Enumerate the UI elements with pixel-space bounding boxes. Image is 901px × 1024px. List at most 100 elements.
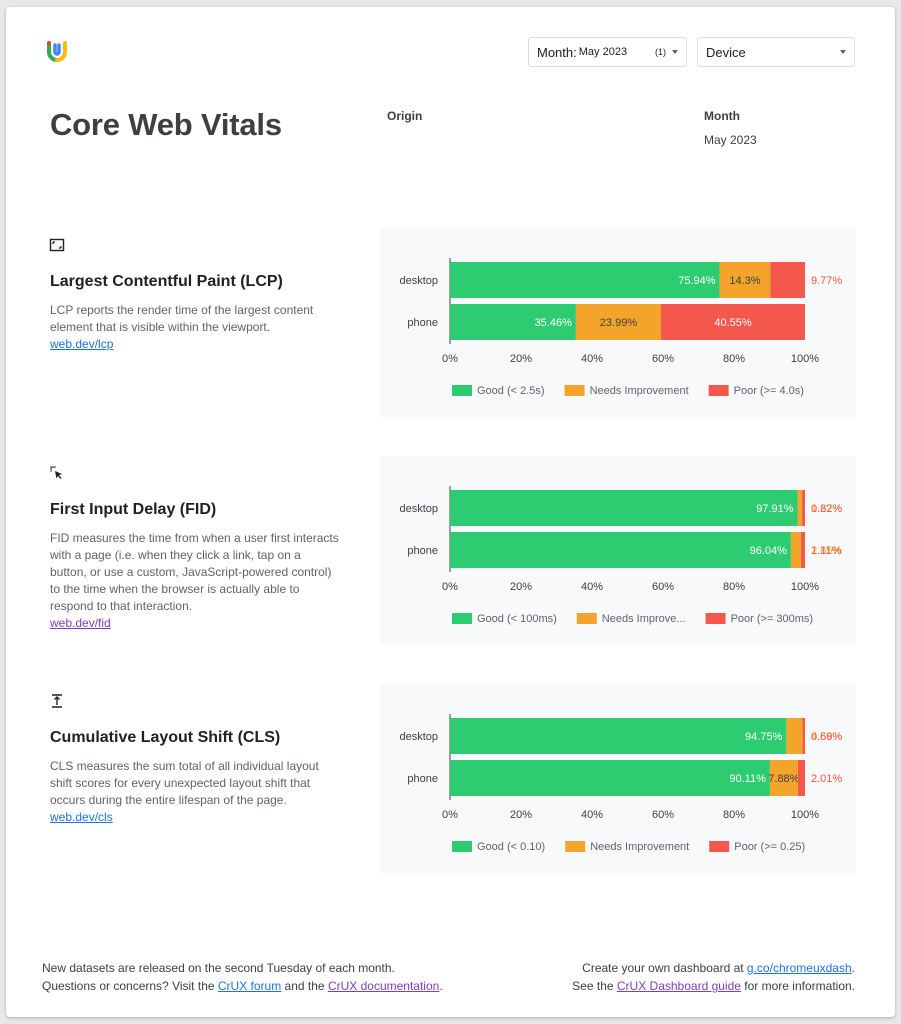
- legend-label: Poor (>= 4.0s): [734, 385, 804, 397]
- footer-questions: Questions or concerns? Visit the CrUX fo…: [42, 977, 443, 995]
- x-tick-label: 0%: [442, 809, 458, 821]
- x-tick-label: 80%: [723, 581, 745, 593]
- bar-segment-good[interactable]: [450, 262, 720, 298]
- fid-link[interactable]: web.dev/fid: [50, 616, 111, 630]
- bar-value-label: 1.27%: [811, 503, 842, 515]
- x-tick-label: 60%: [652, 581, 674, 593]
- month-header-value: May 2023: [704, 133, 757, 147]
- cls-link[interactable]: web.dev/cls: [50, 810, 113, 824]
- legend-label: Good (< 0.10): [477, 841, 545, 853]
- x-tick-label: 20%: [510, 809, 532, 821]
- footer-create-text: Create your own dashboard at: [582, 961, 747, 975]
- x-tick-label: 100%: [791, 581, 819, 593]
- bar-value-label: 0.69%: [811, 731, 842, 743]
- origin-header: Origin: [387, 109, 423, 123]
- x-tick-label: 80%: [723, 353, 745, 365]
- category-label: phone: [407, 545, 438, 557]
- bar-segment-ni[interactable]: [790, 532, 802, 568]
- bar-value-label: 7.88%: [768, 773, 799, 785]
- bar-value-label: 2.85%: [811, 545, 842, 557]
- x-tick-label: 100%: [791, 353, 819, 365]
- bar-segment-poor[interactable]: [770, 262, 806, 298]
- legend-swatch-poor: [705, 613, 726, 624]
- lcp-chart-svg: desktop 75.94% 14.3% 9.77% phone 35.46% 23.99%…: [399, 258, 842, 397]
- month-filter-count: (1): [655, 47, 666, 57]
- bar-segment-ni[interactable]: [797, 490, 803, 526]
- bar-segment-poor[interactable]: [802, 490, 805, 526]
- footer-create-end: .: [851, 961, 855, 975]
- fid-chart: desktop 97.91% 1.27% 0.82% phone 96.04% 2.85% 1…: [380, 456, 856, 645]
- dashboard-page: Month: May 2023 (1) Device Core Web Vita…: [6, 7, 895, 1017]
- chevron-down-icon: [840, 50, 846, 54]
- crux-docs-link[interactable]: CrUX documentation: [327, 979, 440, 993]
- bar-segment-good[interactable]: [450, 532, 791, 568]
- bar-segment-good[interactable]: [450, 718, 787, 754]
- x-tick-label: 20%: [510, 581, 532, 593]
- x-tick-label: 80%: [723, 809, 745, 821]
- fid-chart-svg: desktop 97.91% 1.27%0.82% phone 96.04% 2.85% 1…: [399, 486, 842, 625]
- cls-chart: desktop 94.75% 4.56% 0.69% phone 90.11% 7.88% 2…: [380, 684, 856, 873]
- fid-section: First Input Delay (FID) FID measures the…: [6, 456, 895, 655]
- device-filter-dropdown[interactable]: Device: [697, 37, 855, 67]
- x-tick-label: 60%: [652, 353, 674, 365]
- lcp-link[interactable]: web.dev/lcp: [50, 337, 114, 351]
- x-tick-label: 40%: [581, 581, 603, 593]
- footer-guide-end: for more information.: [740, 979, 855, 993]
- bar-value-label: 23.99%: [600, 317, 638, 329]
- bar-segment-poor[interactable]: [802, 718, 805, 754]
- category-label: desktop: [399, 731, 438, 743]
- x-tick-label: 40%: [581, 809, 603, 821]
- bar-value-label: 75.94%: [678, 275, 716, 287]
- x-tick-label: 60%: [652, 809, 674, 821]
- bar-segment-poor[interactable]: [801, 532, 805, 568]
- legend-label: Poor (>= 300ms): [731, 613, 814, 625]
- bar-segment-poor[interactable]: [797, 760, 805, 796]
- bar-segment-good[interactable]: [450, 760, 770, 796]
- bar-value-label: 9.77%: [811, 275, 842, 287]
- footer-create-dashboard: Create your own dashboard at g.co/chrome…: [572, 959, 855, 977]
- page-title: Core Web Vitals: [50, 107, 282, 142]
- legend-swatch-ni: [576, 613, 597, 624]
- bar-segment-ni[interactable]: [786, 718, 803, 754]
- x-tick-label: 20%: [510, 353, 532, 365]
- category-label: phone: [407, 773, 438, 785]
- footer-right: Create your own dashboard at g.co/chrome…: [572, 959, 855, 995]
- month-filter-value: May 2023: [578, 46, 628, 58]
- bar-segment-ni[interactable]: [719, 262, 771, 298]
- bar-segment-poor[interactable]: [661, 304, 805, 340]
- chromeuxdash-link[interactable]: g.co/chromeuxdash: [746, 961, 852, 975]
- x-tick-label: 0%: [442, 353, 458, 365]
- cursor-click-icon: [50, 466, 62, 479]
- lcp-frame-icon: [49, 238, 65, 252]
- footer-questions-text: Questions or concerns? Visit the: [42, 979, 218, 993]
- bar-segment-good[interactable]: [450, 490, 798, 526]
- bar-value-label: 97.91%: [756, 503, 794, 515]
- bar-segment-ni[interactable]: [575, 304, 662, 340]
- bar-segment-ni[interactable]: [769, 760, 798, 796]
- bar-value-label: 35.46%: [535, 317, 573, 329]
- fid-title: First Input Delay (FID): [50, 501, 217, 518]
- category-label: phone: [407, 317, 438, 329]
- month-filter-label: Month:: [537, 44, 577, 60]
- category-label: desktop: [399, 503, 438, 515]
- category-label: desktop: [399, 275, 438, 287]
- dashboard-guide-link[interactable]: CrUX Dashboard guide: [616, 979, 741, 993]
- bar-value-label: 96.04%: [750, 545, 788, 557]
- month-filter-dropdown[interactable]: Month: May 2023 (1): [528, 37, 687, 67]
- bar-value-label: 0.82%: [811, 503, 842, 515]
- cls-section: Cumulative Layout Shift (CLS) CLS measur…: [6, 684, 895, 883]
- legend-swatch-good: [452, 613, 472, 624]
- crux-forum-link[interactable]: CrUX forum: [217, 979, 282, 993]
- lcp-title: Largest Contentful Paint (LCP): [50, 273, 283, 290]
- bar-segment-good[interactable]: [450, 304, 576, 340]
- footer-questions-and: and the: [281, 979, 328, 993]
- lcp-description-text: LCP reports the render time of the large…: [50, 303, 314, 334]
- cls-title: Cumulative Layout Shift (CLS): [50, 729, 281, 746]
- lcp-chart: desktop 75.94% 14.3% 9.77% phone 35.46% 23.99%…: [380, 228, 856, 417]
- x-tick-label: 100%: [791, 809, 819, 821]
- legend-label: Poor (>= 0.25): [734, 841, 805, 853]
- cls-chart-svg: desktop 94.75% 4.56%0.69% phone 90.11% 7.88% 2…: [399, 714, 842, 853]
- x-tick-label: 0%: [442, 581, 458, 593]
- legend-label: Needs Improvement: [590, 385, 689, 397]
- footer-release-note: New datasets are released on the second …: [42, 961, 395, 975]
